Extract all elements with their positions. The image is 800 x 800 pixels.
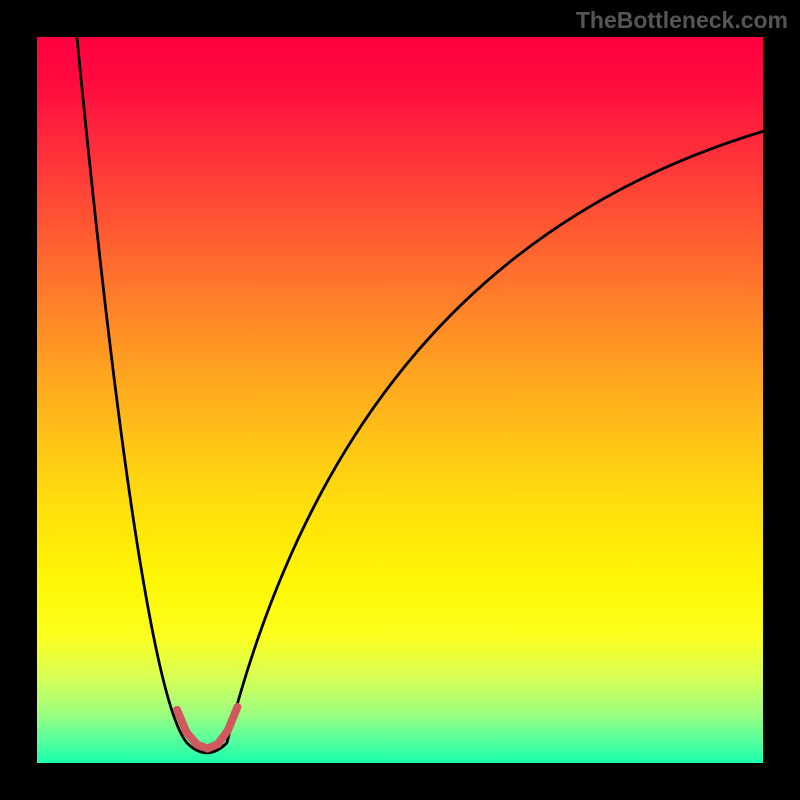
valley-marker-dot: [204, 744, 212, 752]
plot-area-gradient: [37, 37, 763, 763]
valley-marker-dot: [173, 706, 181, 714]
chart-container: TheBottleneck.com: [0, 0, 800, 800]
valley-marker-dot: [214, 740, 222, 748]
chart-svg: TheBottleneck.com: [0, 0, 800, 800]
valley-marker-dot: [233, 703, 241, 711]
valley-marker-dot: [224, 726, 232, 734]
valley-marker-dot: [193, 741, 201, 749]
valley-marker-dot: [183, 729, 191, 737]
watermark-text: TheBottleneck.com: [576, 7, 788, 33]
